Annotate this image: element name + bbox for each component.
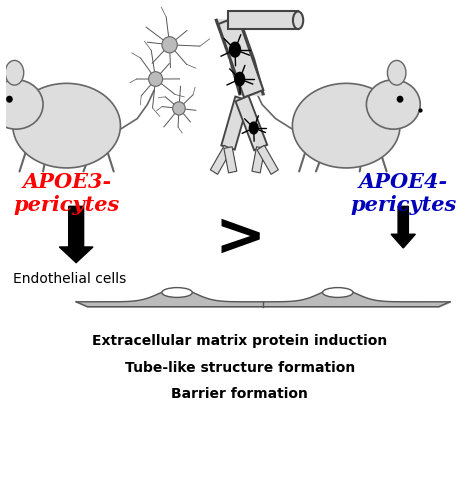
Polygon shape [219, 17, 264, 97]
Text: Extracellular matrix protein induction: Extracellular matrix protein induction [92, 333, 387, 348]
Polygon shape [252, 147, 265, 173]
FancyArrow shape [59, 206, 93, 263]
Ellipse shape [293, 11, 303, 29]
Text: >: > [214, 209, 265, 268]
Polygon shape [228, 11, 298, 29]
Text: Tube-like structure formation: Tube-like structure formation [125, 360, 355, 375]
Ellipse shape [366, 80, 420, 129]
Text: Endothelial cells: Endothelial cells [13, 273, 127, 286]
Ellipse shape [13, 83, 120, 168]
Polygon shape [224, 147, 237, 173]
Polygon shape [257, 145, 278, 174]
Ellipse shape [162, 288, 192, 298]
Ellipse shape [397, 96, 403, 103]
Ellipse shape [148, 72, 163, 86]
Ellipse shape [234, 72, 245, 86]
Text: APOE4-
pericytes: APOE4- pericytes [350, 172, 456, 215]
Text: APOE3-
pericytes: APOE3- pericytes [14, 172, 120, 215]
Text: Barrier formation: Barrier formation [171, 387, 308, 402]
Ellipse shape [0, 80, 43, 129]
Ellipse shape [249, 121, 259, 135]
Ellipse shape [323, 288, 353, 298]
Ellipse shape [162, 37, 177, 53]
FancyArrow shape [391, 206, 415, 248]
Polygon shape [221, 97, 249, 150]
Polygon shape [236, 96, 267, 150]
Ellipse shape [229, 42, 241, 58]
Ellipse shape [5, 60, 24, 85]
Ellipse shape [387, 60, 406, 85]
Ellipse shape [6, 96, 13, 103]
Ellipse shape [292, 83, 400, 168]
Polygon shape [210, 145, 232, 174]
Ellipse shape [173, 102, 185, 115]
